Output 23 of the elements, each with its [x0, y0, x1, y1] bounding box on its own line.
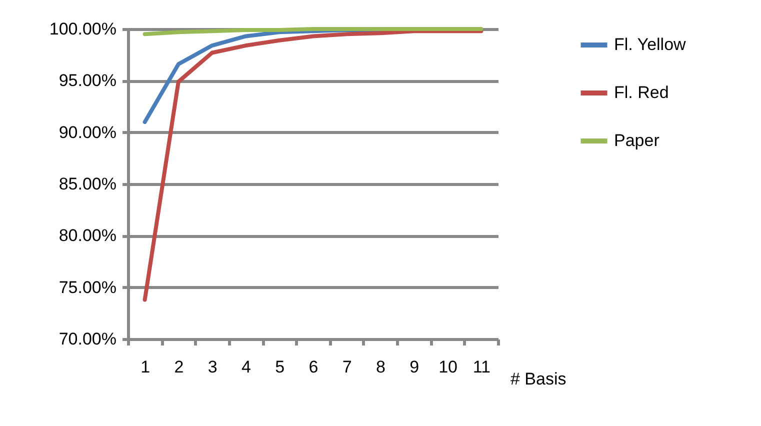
y-tick-label: 90.00% — [58, 122, 116, 142]
x-tick-label: 9 — [410, 358, 420, 376]
legend-label: Fl. Red — [614, 83, 669, 102]
x-tick-label: 1 — [140, 358, 150, 376]
y-tick-label: 85.00% — [58, 174, 116, 194]
x-tick-label: 3 — [208, 358, 218, 376]
line-series — [142, 29, 484, 302]
x-tick-label: 7 — [342, 358, 352, 376]
x-tick-label: 5 — [275, 358, 285, 376]
legend-label: Fl. Yellow — [614, 35, 687, 54]
x-tick-label: 8 — [376, 358, 386, 376]
x-tick-label: 4 — [241, 358, 251, 376]
y-tick-label: 75.00% — [58, 278, 116, 297]
x-tick-label: 6 — [308, 358, 318, 376]
x-tick-label: 10 — [438, 358, 458, 376]
y-tick-label: 80.00% — [58, 226, 116, 246]
y-tick-label: 70.00% — [58, 330, 116, 348]
y-tick-label: 100.00% — [49, 20, 116, 38]
legend-label: Paper — [614, 131, 660, 150]
x-tick-label: 11 — [472, 358, 491, 376]
y-tick-label: 95.00% — [58, 71, 116, 90]
x-tick-label: 2 — [174, 358, 184, 376]
x-axis-title: # Basis — [510, 370, 566, 388]
